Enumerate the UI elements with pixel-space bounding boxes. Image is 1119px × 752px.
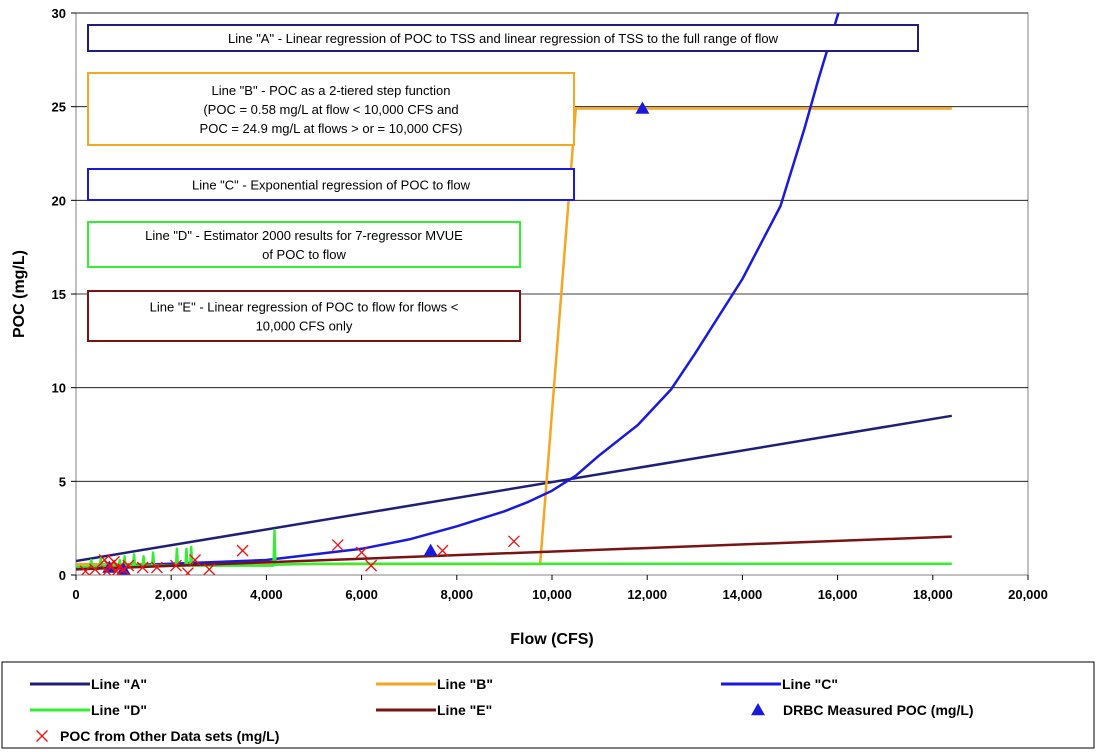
data-point-other (117, 563, 130, 575)
series-line-e-line (76, 535, 952, 571)
legend-item-line-c: Line "C" (721, 676, 838, 692)
legend-item-line-a: Line "A" (30, 676, 147, 692)
annotation-text: Line "A" - Linear regression of POC to T… (228, 31, 779, 46)
y-tick-label: 25 (52, 100, 66, 115)
axes-layer: 0 5 10 15 20 25 30 0 2,000 4,000 6,000 8,000 10,000 1… (52, 6, 1048, 602)
x-tick-label: 16,000 (818, 587, 858, 602)
y-tick-label: 20 (52, 193, 66, 208)
annotation-text: Line "D" - Estimator 2000 results for 7-… (145, 228, 463, 243)
x-tick-label: 12,000 (627, 587, 667, 602)
legend-label: Line "A" (91, 676, 147, 692)
annotation-text: of POC to flow (262, 247, 346, 262)
legend-item-drbc-measured-poc-mg-l: DRBC Measured POC (mg/L) (751, 702, 974, 718)
legend: Line "A" Line "B" Line "C" Line "D" Line "E"… (1, 661, 1095, 749)
y-axis-title: POC (mg/L) (11, 250, 28, 338)
legend-label: Line "C" (782, 676, 838, 692)
annotation-box-3: Line "C" - Exponential regression of POC… (87, 168, 575, 201)
x-tick-label: 6,000 (345, 587, 378, 602)
annotation-box-5: Line "E" - Linear regression of POC to f… (87, 290, 521, 342)
data-point-other (122, 559, 135, 572)
data-point-drbc (635, 101, 650, 114)
data-point-other (181, 567, 194, 575)
data-point-other (203, 563, 216, 575)
legend-symbol-triangle (751, 703, 765, 716)
data-point-drbc (423, 543, 438, 556)
data-point-other (189, 554, 201, 566)
annotation-box-2: Line "B" - POC as a 2-tiered step functi… (87, 72, 575, 146)
x-tick-label: 2,000 (155, 587, 188, 602)
x-tick-label: 8,000 (441, 587, 474, 602)
annotation-text: POC = 24.9 mg/L at flows > or = 10,000 C… (200, 121, 463, 136)
data-point-other (331, 539, 344, 551)
y-tick-label: 10 (52, 381, 66, 396)
series-line-a-line (76, 414, 953, 563)
legend-symbol-cross (36, 730, 48, 742)
x-tick-label: 4,000 (250, 587, 283, 602)
data-point-other (355, 546, 368, 559)
data-point-other (236, 544, 249, 557)
x-tick-label: 14,000 (723, 587, 763, 602)
data-point-other (89, 563, 101, 575)
legend-item-poc-from-other-data-sets-mg-l: POC from Other Data sets (mg/L) (36, 728, 279, 744)
markers-layer (79, 101, 650, 575)
y-tick-label: 0 (59, 568, 66, 583)
data-point-other (100, 565, 113, 575)
data-point-other (150, 561, 163, 574)
legend-item-line-e: Line "E" (376, 702, 492, 718)
series-layer (76, 13, 953, 571)
data-point-other (365, 559, 378, 572)
legend-label: Line "E" (437, 702, 492, 718)
annotation-text: Line "B" - POC as a 2-tiered step functi… (211, 83, 450, 98)
annotation-text: Line "C" - Exponential regression of POC… (192, 178, 471, 193)
data-point-other (170, 559, 182, 572)
annotation-box-4: Line "D" - Estimator 2000 results for 7-… (87, 221, 521, 268)
x-axis-title: Flow (CFS) (510, 631, 594, 648)
x-tick-label: 10,000 (532, 587, 572, 602)
data-point-other (110, 565, 123, 575)
y-tick-label: 15 (52, 287, 66, 302)
legend-item-line-d: Line "D" (30, 702, 147, 718)
y-tick-label: 5 (59, 474, 66, 489)
data-point-other (507, 535, 520, 548)
data-point-other (136, 561, 149, 574)
annotation-box-1: Line "A" - Linear regression of POC to T… (87, 24, 919, 52)
x-tick-label: 18,000 (913, 587, 953, 602)
legend-box (1, 661, 1095, 749)
series-line-c-line (76, 13, 840, 569)
legend-label: Line "D" (91, 702, 147, 718)
legend-item-line-b: Line "B" (376, 676, 493, 692)
x-tick-label: 0 (72, 587, 79, 602)
annotation-text: 10,000 CFS only (256, 319, 353, 334)
legend-label: POC from Other Data sets (mg/L) (60, 728, 279, 744)
y-tick-label: 30 (52, 6, 66, 21)
annotation-text: Line "E" - Linear regression of POC to f… (150, 300, 459, 315)
legend-label: Line "B" (437, 676, 493, 692)
x-tick-label: 20,000 (1008, 587, 1048, 602)
data-point-other (436, 544, 449, 557)
annotation-text: (POC = 0.58 mg/L at flow < 10,000 CFS an… (203, 102, 458, 117)
annotations-layer: Line "A" - Linear regression of POC to T… (87, 24, 919, 342)
data-point-other (79, 565, 92, 575)
legend-label: DRBC Measured POC (mg/L) (783, 702, 974, 718)
